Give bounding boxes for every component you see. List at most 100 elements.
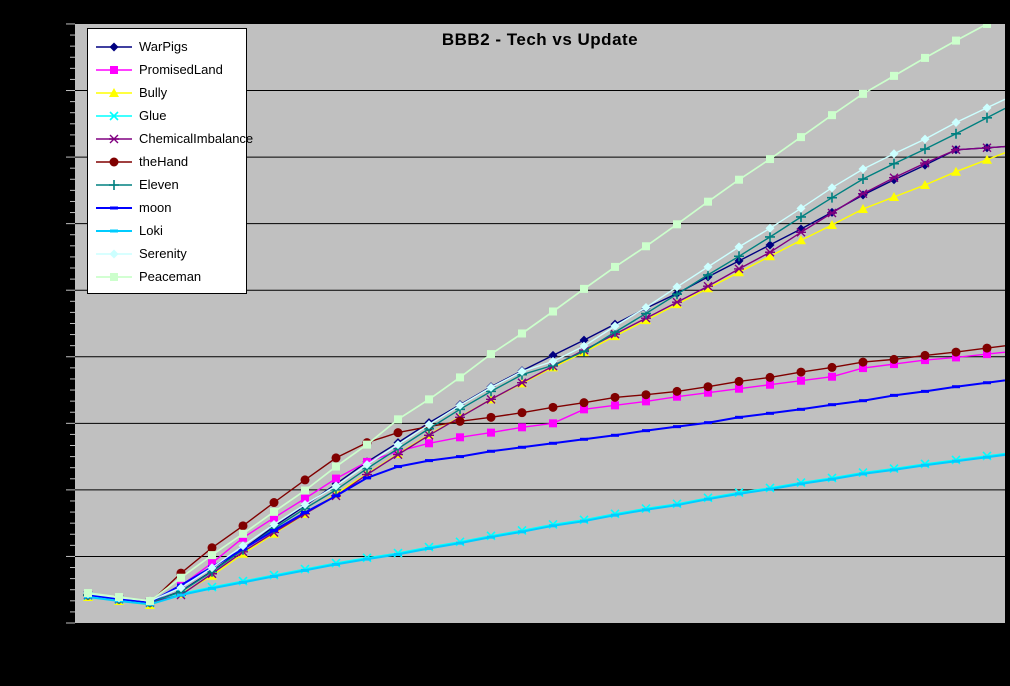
square-marker: [425, 439, 433, 448]
legend-item-moon[interactable]: moon: [88, 196, 246, 219]
legend-key-dash: [96, 206, 132, 209]
square-marker: [766, 155, 774, 164]
circle-marker: [517, 408, 527, 418]
dash-marker: [456, 455, 464, 459]
square-marker: [859, 89, 867, 98]
circle-marker: [610, 392, 620, 402]
dash-marker: [110, 229, 118, 232]
plus-marker: [703, 269, 713, 280]
star-marker: [486, 394, 496, 404]
diamond-marker: [765, 223, 775, 233]
plus-marker: [889, 158, 899, 169]
square-marker: [580, 284, 588, 293]
dash-marker: [983, 455, 991, 459]
square-marker: [766, 380, 774, 389]
legend-item-ChemicalImbalance[interactable]: ChemicalImbalance: [88, 127, 253, 150]
legend-key-triangle: [96, 87, 132, 97]
dash-marker: [363, 476, 371, 480]
circle-marker: [269, 498, 279, 508]
dash-marker: [456, 541, 464, 545]
legend-item-PromisedLand[interactable]: PromisedLand: [88, 58, 246, 81]
square-marker: [704, 388, 712, 397]
star-marker: [703, 281, 713, 291]
triangle-marker: [734, 267, 744, 277]
dash-marker: [394, 465, 402, 469]
dash-marker: [766, 411, 774, 415]
square-marker: [84, 589, 92, 598]
square-marker: [270, 507, 278, 516]
plus-marker: [982, 112, 992, 123]
square-marker: [487, 350, 495, 359]
dash-marker: [270, 574, 278, 578]
circle-marker: [889, 354, 899, 364]
legend-label: Glue: [139, 108, 167, 123]
square-marker: [611, 401, 619, 410]
diamond-marker: [765, 240, 775, 250]
legend-item-Glue[interactable]: Glue: [88, 104, 246, 127]
dash-marker: [487, 449, 495, 453]
diamond-marker: [362, 460, 372, 470]
diamond-marker: [734, 242, 744, 252]
circle-marker: [796, 367, 806, 377]
legend-item-theHand[interactable]: theHand: [88, 150, 246, 173]
triangle-marker: [951, 166, 961, 176]
legend-key-star: [96, 134, 132, 143]
legend-item-Bully[interactable]: Bully: [88, 81, 246, 104]
square-marker: [673, 220, 681, 229]
triangle-marker: [672, 299, 682, 309]
circle-marker: [734, 376, 744, 386]
square-marker: [115, 593, 123, 602]
legend-key-diamond: [96, 42, 132, 51]
circle-marker: [672, 386, 682, 396]
circle-marker: [109, 157, 119, 166]
series-layer: [83, 24, 1005, 610]
legend-label: Serenity: [139, 246, 187, 261]
dash-marker: [983, 381, 991, 385]
circle-marker: [827, 362, 837, 372]
square-marker: [332, 462, 340, 471]
triangle-marker: [827, 219, 837, 229]
star-marker: [765, 247, 775, 257]
dash-marker: [549, 441, 557, 445]
plus-marker: [827, 192, 837, 203]
square-marker: [704, 197, 712, 206]
dash-marker: [859, 472, 867, 476]
circle-marker: [238, 521, 248, 531]
legend-item-Peaceman[interactable]: Peaceman: [88, 265, 246, 288]
legend-item-Loki[interactable]: Loki: [88, 219, 246, 242]
square-marker: [456, 433, 464, 442]
circle-marker: [548, 402, 558, 412]
legend-label: moon: [139, 200, 172, 215]
square-marker: [239, 529, 247, 538]
circle-marker: [486, 412, 496, 422]
legend-item-Eleven[interactable]: Eleven: [88, 173, 246, 196]
square-marker: [890, 71, 898, 80]
plus-marker: [765, 231, 775, 242]
square-marker: [456, 373, 464, 382]
diamond-marker: [269, 519, 279, 529]
legend-label: WarPigs: [139, 39, 188, 54]
dash-marker: [642, 508, 650, 512]
dash-marker: [766, 487, 774, 491]
diamond-marker: [796, 203, 806, 213]
circle-marker: [920, 350, 930, 360]
legend-item-Serenity[interactable]: Serenity: [88, 242, 246, 265]
dash-marker: [332, 494, 340, 498]
square-marker: [735, 175, 743, 184]
legend-key-plus: [96, 179, 132, 190]
square-marker: [110, 272, 118, 281]
square-marker: [890, 360, 898, 369]
triangle-marker: [765, 251, 775, 261]
dash-marker: [673, 425, 681, 429]
circle-marker: [951, 347, 961, 357]
legend-key-circle: [96, 157, 132, 166]
diamond-marker: [858, 164, 868, 174]
star-marker: [424, 430, 434, 440]
star-marker: [827, 208, 837, 218]
legend-item-WarPigs[interactable]: WarPigs: [88, 35, 246, 58]
diamond-marker: [982, 103, 992, 113]
dash-marker: [704, 421, 712, 425]
dash-marker: [177, 593, 185, 597]
diamond-marker: [517, 366, 527, 376]
